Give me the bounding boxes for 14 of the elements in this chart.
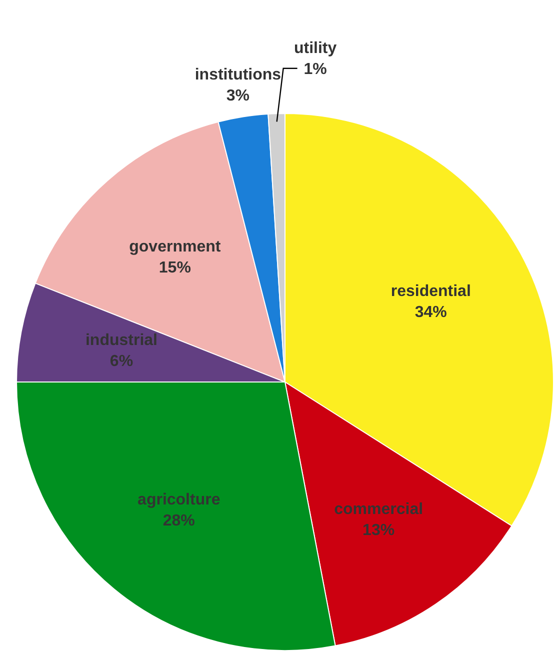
data-label: 28% <box>162 512 195 530</box>
slice-label: industrial <box>85 332 158 350</box>
data-label: 13% <box>362 522 395 540</box>
slice-label: institutions <box>194 66 282 84</box>
slice-label: government <box>129 238 222 256</box>
slice-label: commercial <box>334 501 424 518</box>
data-label: 6% <box>110 353 134 370</box>
data-label: 15% <box>158 260 191 277</box>
slice-label: utility <box>294 40 337 57</box>
slice-label: residential <box>390 283 471 300</box>
data-label: 1% <box>304 60 327 78</box>
data-label: 34% <box>414 304 447 322</box>
data-label: 3% <box>226 87 250 104</box>
slice-label: agricolture <box>138 492 220 509</box>
